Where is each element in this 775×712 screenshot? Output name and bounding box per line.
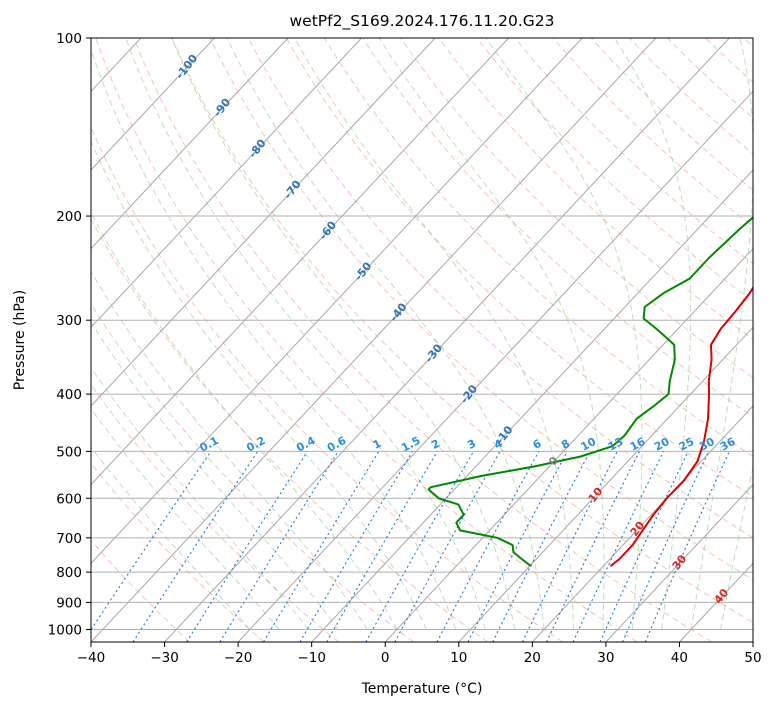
y-tick-label: 900 (56, 595, 82, 611)
y-tick-label: 400 (56, 387, 82, 403)
isotherm-line (0, 38, 67, 642)
y-tick-label: 300 (56, 313, 82, 329)
y-tick-label: 800 (56, 565, 82, 581)
x-tick-label: 0 (381, 650, 390, 666)
x-tick-label: 50 (744, 650, 761, 666)
y-axis-label: Pressure (hPa) (12, 290, 28, 390)
x-tick-label: 40 (671, 650, 688, 666)
x-tick-label: 30 (597, 650, 614, 666)
x-tick-label: −40 (77, 650, 106, 666)
y-tick-label: 100 (56, 31, 82, 47)
x-tick-label: −20 (224, 650, 253, 666)
y-tick-label: 600 (56, 491, 82, 507)
x-axis-label: Temperature (°C) (361, 681, 483, 697)
isotherm-line (753, 38, 775, 642)
x-tick-label: −10 (297, 650, 326, 666)
y-tick-label: 1000 (48, 623, 82, 639)
y-tick-label: 200 (56, 209, 82, 225)
y-tick-label: 500 (56, 444, 82, 460)
x-tick-label: 10 (450, 650, 467, 666)
chart-title: wetPf2_S169.2024.176.11.20.G23 (290, 12, 555, 31)
y-tick-label: 700 (56, 531, 82, 547)
plot-background (91, 38, 753, 642)
x-tick-label: 20 (524, 650, 541, 666)
x-tick-label: −30 (150, 650, 179, 666)
